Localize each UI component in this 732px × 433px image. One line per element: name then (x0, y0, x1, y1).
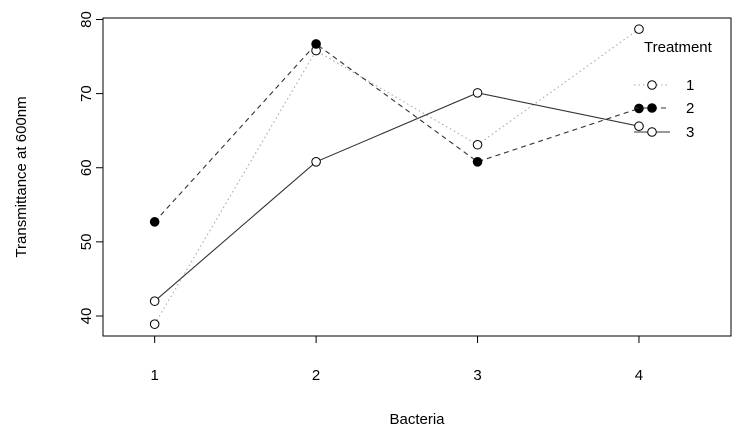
y-tick-label: 40 (78, 308, 95, 325)
y-tick-label: 60 (78, 159, 95, 176)
legend-label: 2 (686, 100, 694, 117)
series-layer (149, 24, 644, 329)
data-point (472, 88, 483, 98)
x-tick-label: 4 (635, 367, 643, 384)
series-line (154, 28, 640, 325)
y-axis: 40 50 60 70 80 (78, 11, 103, 324)
legend-entry-2: 2 (634, 100, 694, 117)
x-axis-label: Bacteria (389, 411, 445, 428)
series-line (154, 92, 640, 302)
series-3 (149, 88, 644, 306)
data-point (634, 121, 644, 132)
y-tick-label: 80 (78, 11, 95, 28)
x-axis: 1 2 3 4 (150, 335, 643, 384)
legend-label: 1 (686, 77, 694, 94)
legend-entry-1: 1 (634, 77, 694, 94)
y-tick-label: 70 (78, 85, 95, 102)
legend-marker (647, 127, 657, 137)
legend-label: 3 (686, 124, 694, 141)
legend: Treatment 1 2 3 (634, 39, 713, 141)
series-2 (149, 39, 644, 227)
legend-marker (647, 103, 657, 113)
data-point (149, 319, 160, 329)
data-point (634, 24, 644, 34)
legend-entry-3: 3 (634, 124, 694, 141)
data-point (472, 139, 483, 150)
data-point (472, 157, 483, 167)
legend-marker (647, 80, 657, 90)
plot-frame (102, 17, 732, 337)
x-tick-label: 1 (150, 367, 158, 384)
x-tick-label: 2 (312, 367, 320, 384)
data-point (311, 157, 321, 167)
y-tick-label: 50 (78, 234, 95, 251)
data-point (149, 296, 160, 306)
legend-title: Treatment (644, 39, 713, 56)
data-point (149, 217, 160, 227)
data-point (311, 39, 321, 49)
y-axis-label: Transmittance at 600nm (13, 96, 30, 257)
series-1 (149, 24, 644, 329)
series-line (154, 43, 640, 223)
x-tick-label: 3 (473, 367, 481, 384)
